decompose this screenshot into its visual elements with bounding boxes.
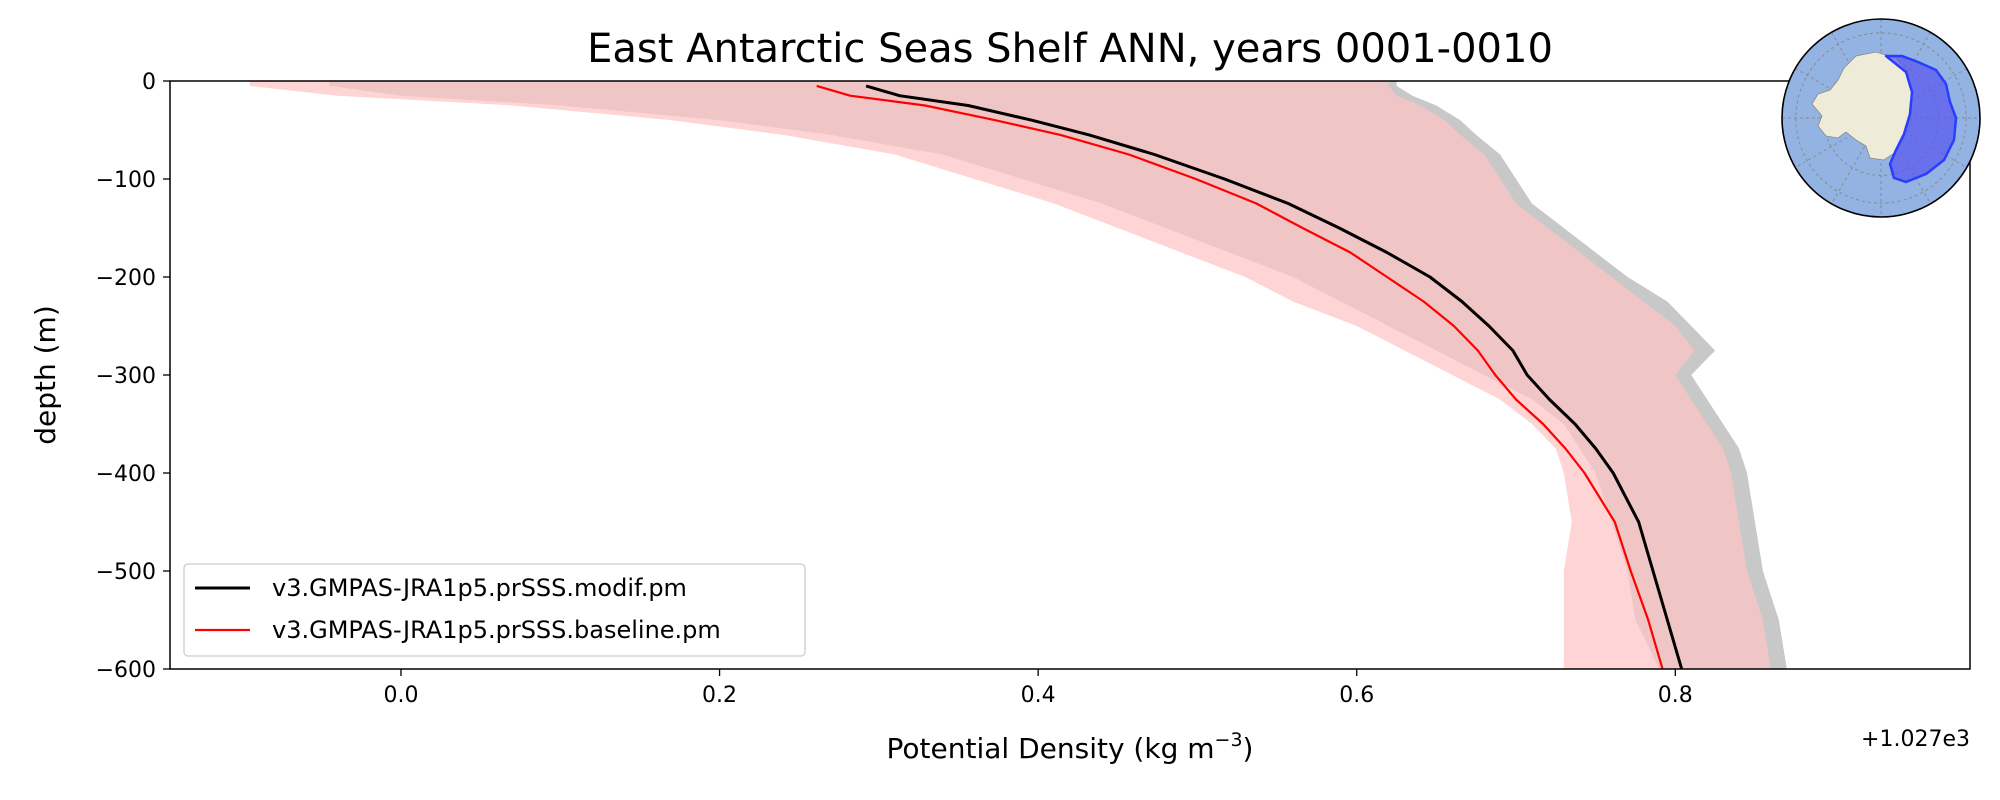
y-tick-label: −500 <box>96 560 156 585</box>
x-axis-title: Potential Density (kg m−3) <box>887 729 1254 765</box>
x-tick-label: 0.2 <box>702 683 737 708</box>
y-tick-label: −400 <box>96 462 156 487</box>
x-tick-label: 0.4 <box>1021 683 1056 708</box>
series-1-spread-band <box>249 81 1771 669</box>
y-tick-label: −300 <box>96 364 156 389</box>
legend: v3.GMPAS-JRA1p5.prSSS.modif.pm v3.GMPAS-J… <box>183 563 806 657</box>
y-axis-title: depth (m) <box>29 305 62 445</box>
series-0-mean-line <box>865 84 1684 669</box>
plot-series-group <box>249 81 1787 669</box>
x-axis-title-close: ) <box>1243 732 1254 765</box>
inset-map-border <box>1781 18 1981 218</box>
y-tick-label: 0 <box>142 70 156 95</box>
legend-label-series-1: v3.GMPAS-JRA1p5.prSSS.baseline.pm <box>272 616 721 644</box>
x-tick-label: 0.6 <box>1339 683 1374 708</box>
inset-south-polar-map <box>1781 18 1981 218</box>
x-tick-label: 0.8 <box>1658 683 1693 708</box>
y-tick-label: −600 <box>96 658 156 683</box>
axis-ticks: 0.0 0.2 0.4 0.6 0.8 0 −100 −200 −300 −400 −500 −600 <box>96 70 1693 708</box>
x-tick-label: 0.0 <box>383 683 418 708</box>
x-axis-title-main: Potential Density (kg m <box>887 732 1215 765</box>
series-1-mean-line <box>816 84 1664 669</box>
x-offset-label: +1.027e3 <box>1861 727 1970 752</box>
y-tick-label: −100 <box>96 168 156 193</box>
legend-box <box>183 563 806 657</box>
chart-title: East Antarctic Seas Shelf ANN, years 000… <box>587 26 1553 72</box>
y-tick-label: −200 <box>96 266 156 291</box>
x-axis-title-exponent: −3 <box>1215 729 1243 751</box>
plot-area <box>169 80 1971 670</box>
inset-east-antarctic-shelf-region <box>1884 54 1958 184</box>
legend-label-series-0: v3.GMPAS-JRA1p5.prSSS.modif.pm <box>272 574 687 602</box>
inset-latitude-ring <box>1795 32 1967 204</box>
